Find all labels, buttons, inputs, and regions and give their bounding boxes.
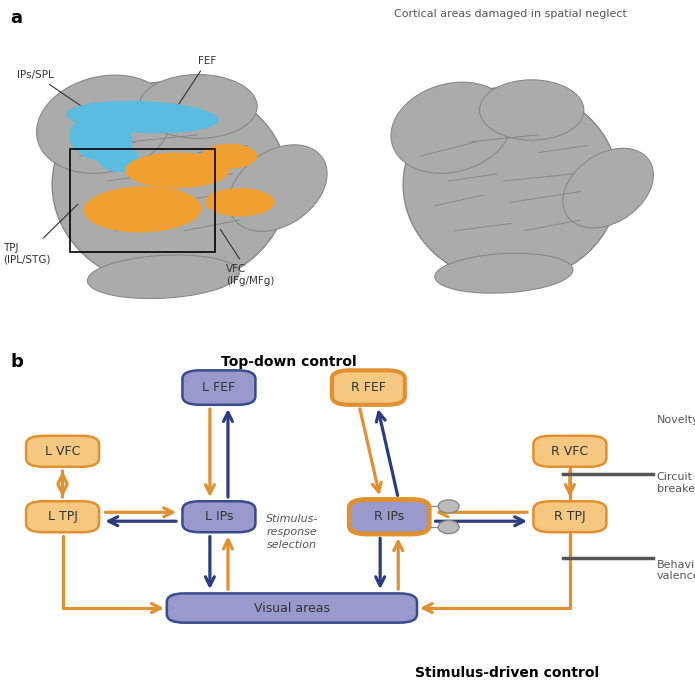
FancyBboxPatch shape <box>534 502 606 532</box>
Bar <box>70 149 215 252</box>
FancyBboxPatch shape <box>534 436 606 467</box>
Ellipse shape <box>69 116 133 161</box>
Ellipse shape <box>125 152 229 188</box>
Text: R IPs: R IPs <box>374 511 404 523</box>
Text: Behavioural
valence: Behavioural valence <box>657 559 695 582</box>
Text: FEF: FEF <box>179 56 216 104</box>
Ellipse shape <box>563 148 653 228</box>
Ellipse shape <box>139 74 257 138</box>
Text: R TPJ: R TPJ <box>554 511 586 523</box>
Text: Novelty: Novelty <box>657 415 695 425</box>
Text: VFC
(IFg/MFg): VFC (IFg/MFg) <box>220 229 275 286</box>
FancyBboxPatch shape <box>26 502 99 532</box>
Ellipse shape <box>83 186 202 232</box>
Ellipse shape <box>403 87 619 282</box>
Text: L VFC: L VFC <box>45 445 80 457</box>
Text: Cortical areas damaged in spatial neglect: Cortical areas damaged in spatial neglec… <box>394 9 628 19</box>
Text: Visual areas: Visual areas <box>254 601 330 615</box>
Text: IPs/SPL: IPs/SPL <box>17 70 106 123</box>
Text: Stimulus-
response
selection: Stimulus- response selection <box>265 514 318 551</box>
Ellipse shape <box>37 75 172 174</box>
FancyBboxPatch shape <box>350 500 430 534</box>
Text: L FEF: L FEF <box>202 381 236 394</box>
Text: Circuit
breaker: Circuit breaker <box>657 472 695 493</box>
Ellipse shape <box>52 81 288 287</box>
Ellipse shape <box>66 101 219 134</box>
Text: TPJ
(IPL/STG): TPJ (IPL/STG) <box>3 204 78 265</box>
FancyBboxPatch shape <box>182 371 256 405</box>
Text: R FEF: R FEF <box>351 381 386 394</box>
Ellipse shape <box>229 145 327 232</box>
Text: Stimulus-driven control: Stimulus-driven control <box>416 666 599 681</box>
Text: Top-down control: Top-down control <box>220 355 357 369</box>
Ellipse shape <box>480 80 584 140</box>
Ellipse shape <box>202 144 257 169</box>
Text: b: b <box>10 353 24 371</box>
Ellipse shape <box>88 255 239 298</box>
Ellipse shape <box>205 188 275 216</box>
Ellipse shape <box>438 500 459 513</box>
Ellipse shape <box>435 254 573 294</box>
Text: L IPs: L IPs <box>205 511 233 523</box>
FancyBboxPatch shape <box>182 502 256 532</box>
Ellipse shape <box>438 521 459 533</box>
FancyBboxPatch shape <box>167 593 417 623</box>
FancyBboxPatch shape <box>26 436 99 467</box>
Text: a: a <box>10 9 22 27</box>
Ellipse shape <box>97 144 139 172</box>
Text: R VFC: R VFC <box>551 445 589 457</box>
Text: L TPJ: L TPJ <box>48 511 77 523</box>
FancyBboxPatch shape <box>332 371 404 405</box>
Ellipse shape <box>391 82 512 174</box>
